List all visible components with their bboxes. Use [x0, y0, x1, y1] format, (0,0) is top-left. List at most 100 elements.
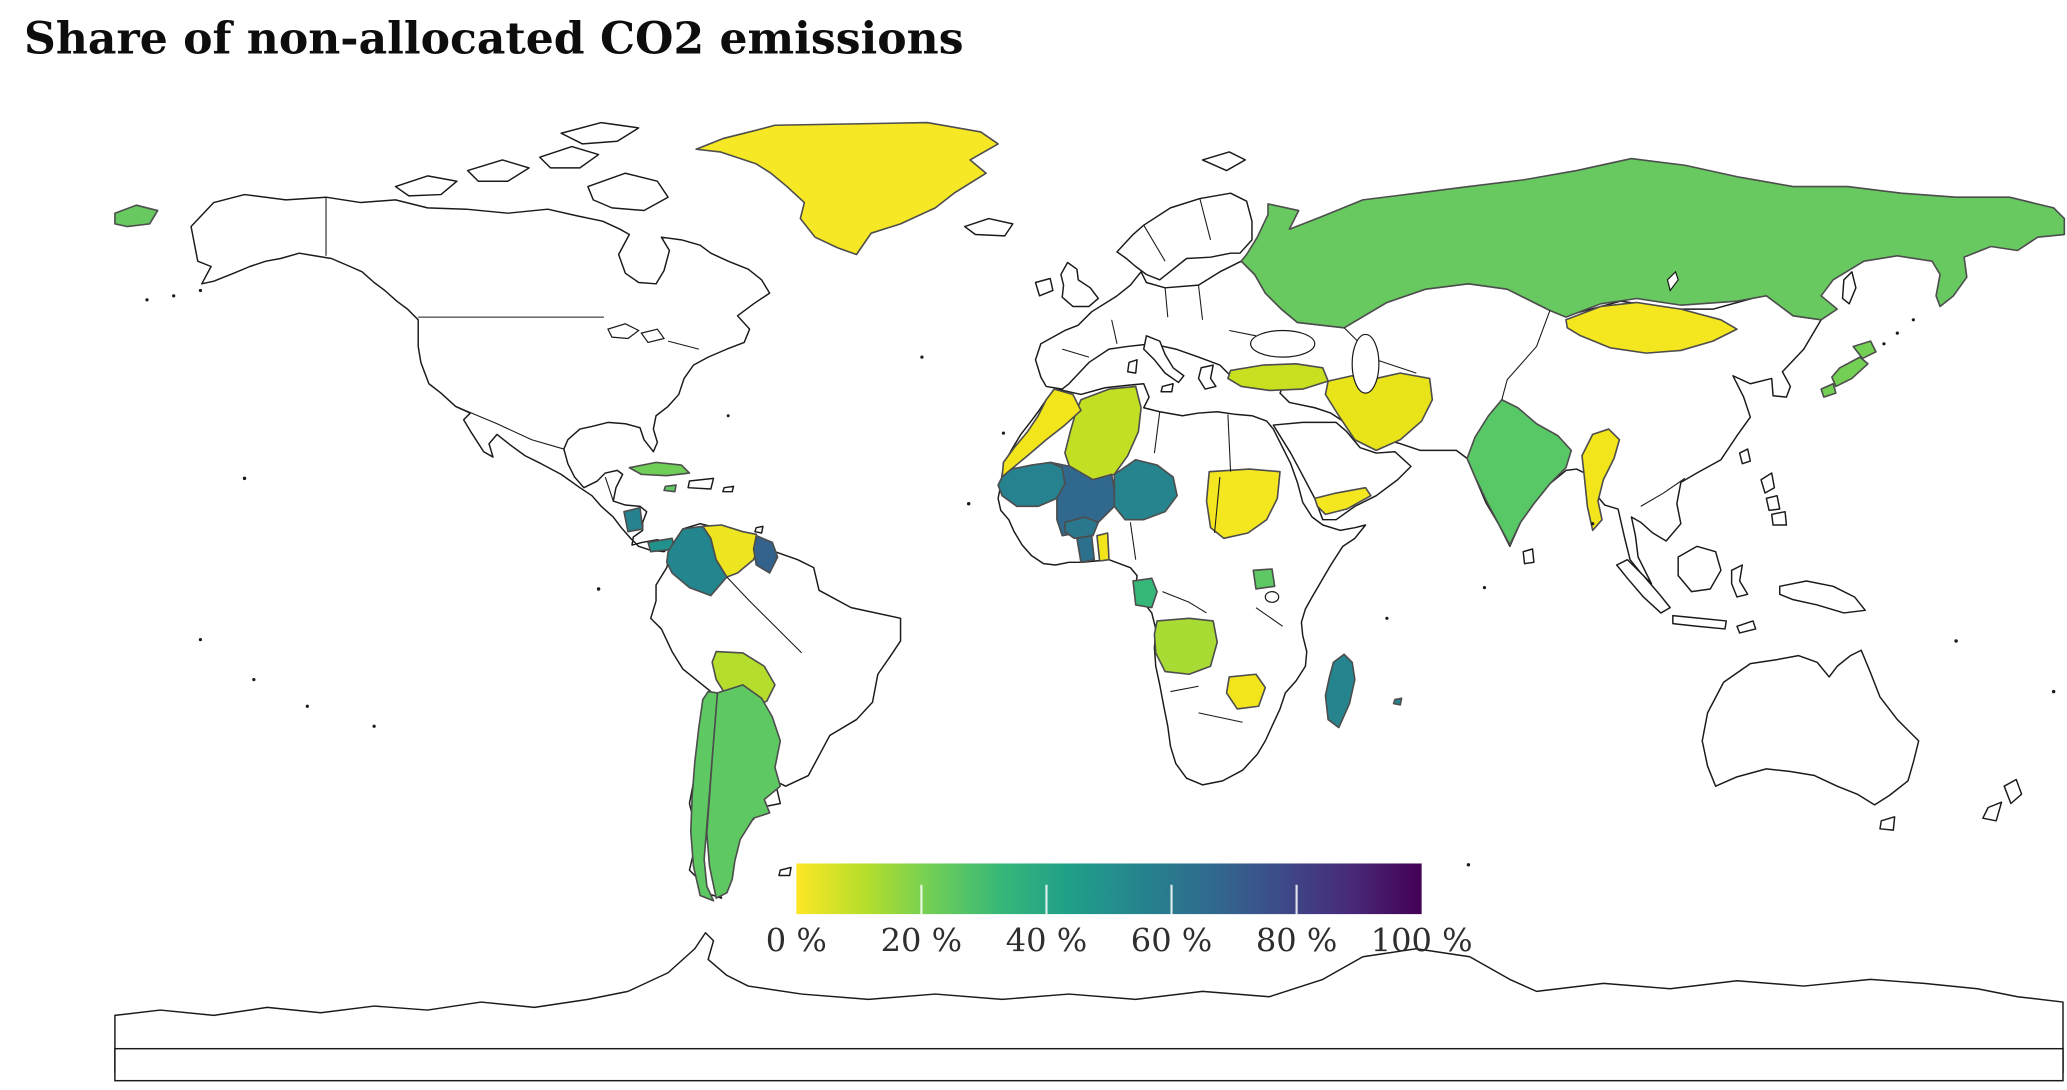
borneo: [1677, 545, 1722, 593]
timor: [1736, 620, 1757, 634]
iceland: [963, 217, 1014, 237]
island-dot: [172, 294, 176, 298]
island-dot: [920, 355, 924, 359]
base-landmasses: [114, 121, 2064, 1074]
new-zealand-south: [1982, 801, 2003, 822]
sicily: [1160, 383, 1174, 393]
border-libya-egypt: [1227, 414, 1232, 472]
country-guyana: [752, 534, 779, 574]
colorbar-gradient-bar: [796, 863, 1422, 915]
sardinia: [1126, 359, 1138, 374]
country-russia-chukotka: [114, 204, 159, 228]
arabian-peninsula: [1272, 421, 1412, 521]
arctic-island: [394, 175, 458, 197]
country-venezuela: [702, 524, 760, 578]
border-brazil-west: [726, 576, 803, 654]
sakhalin: [1841, 271, 1857, 305]
great-lakes-east: [640, 328, 666, 344]
country-mongolia: [1565, 301, 1738, 354]
australia-landmass: [1701, 649, 1920, 806]
sumatra: [1615, 558, 1671, 614]
country-japan-hokkaido: [1852, 340, 1877, 360]
island-dot: [1591, 522, 1595, 526]
country-india: [1466, 398, 1573, 546]
border-scandinavia-2: [1199, 198, 1212, 240]
luzon: [1760, 472, 1776, 494]
border-africa-tunisia: [1153, 411, 1161, 454]
island-dot: [726, 414, 730, 418]
lakes: [607, 270, 1679, 603]
north-america-landmass: [190, 193, 771, 553]
caspian-sea: [1351, 333, 1380, 394]
island-dot: [198, 288, 203, 293]
lake-baikal: [1666, 270, 1679, 292]
country-jamaica: [663, 484, 677, 493]
java: [1672, 614, 1728, 630]
new-guinea: [1778, 580, 1866, 614]
colorbar-tick-label-100: 100 %: [1371, 921, 1473, 959]
border-southern-africa-2: [1198, 712, 1243, 723]
map-frame-bottom: [114, 1047, 2064, 1082]
country-uganda: [1252, 568, 1276, 590]
island-dot: [252, 677, 256, 682]
great-britain: [1060, 261, 1100, 308]
border-china-indochina: [1640, 477, 1686, 507]
border-congo: [1162, 591, 1207, 614]
internal-borders: [325, 197, 1686, 723]
baffin-island: [587, 172, 669, 212]
island-dot: [145, 298, 149, 302]
country-myanmar: [1581, 428, 1621, 532]
sri-lanka: [1522, 548, 1535, 565]
colorbar-tick-label-80: 80 %: [1256, 921, 1337, 959]
trinidad: [754, 525, 764, 534]
island-dot: [1482, 586, 1487, 590]
border-europe-3: [1164, 287, 1169, 318]
island-dot: [1895, 331, 1899, 335]
scandinavia: [1116, 192, 1253, 281]
puerto-rico: [722, 485, 735, 493]
lake-victoria: [1264, 591, 1280, 603]
tasmania: [1879, 816, 1896, 831]
country-burkina-faso: [1064, 516, 1100, 540]
great-lakes-west: [607, 323, 640, 340]
border-southern-africa-1: [1170, 685, 1199, 693]
border-scandinavia-1: [1143, 224, 1166, 262]
island-dot: [1385, 616, 1389, 620]
country-japan-honshu: [1831, 356, 1869, 388]
border-mexico-guatemala: [604, 476, 614, 502]
border-europe-2: [1111, 319, 1118, 344]
island-dot: [1001, 431, 1006, 435]
border-us-canada-east: [667, 340, 699, 350]
island-dot: [242, 476, 247, 481]
visayas: [1765, 494, 1781, 512]
svalbard: [1201, 151, 1247, 172]
italy: [1142, 335, 1185, 384]
island-dot: [596, 587, 601, 591]
country-japan: [1820, 340, 1877, 398]
border-us-mexico: [455, 405, 564, 450]
colorbar-tick-label-40: 40 %: [1006, 921, 1087, 959]
country-ghana: [1076, 534, 1096, 564]
country-russia: [1240, 157, 2066, 329]
colorbar-tick-label-0: 0 %: [766, 921, 827, 959]
border-europe-4: [1197, 285, 1204, 320]
falkland-islands: [778, 866, 792, 877]
colorbar-tick-label-60: 60 %: [1131, 921, 1212, 959]
arctic-island: [539, 145, 600, 169]
page-title: Share of non-allocated CO2 emissions: [24, 13, 963, 64]
country-cuba: [628, 461, 691, 477]
new-zealand-north: [2003, 778, 2023, 805]
country-yemen: [1313, 486, 1372, 516]
island-specks: [145, 288, 2056, 912]
border-europe-1: [1062, 348, 1090, 358]
mindanao: [1770, 510, 1788, 526]
black-sea: [1250, 329, 1316, 358]
country-sudan: [1205, 468, 1281, 540]
border-east-africa: [1255, 607, 1283, 627]
border-europe-5: [1229, 329, 1257, 337]
sulawesi: [1730, 564, 1749, 598]
antarctica-landmass: [114, 932, 2064, 1074]
island-dot: [305, 704, 309, 708]
